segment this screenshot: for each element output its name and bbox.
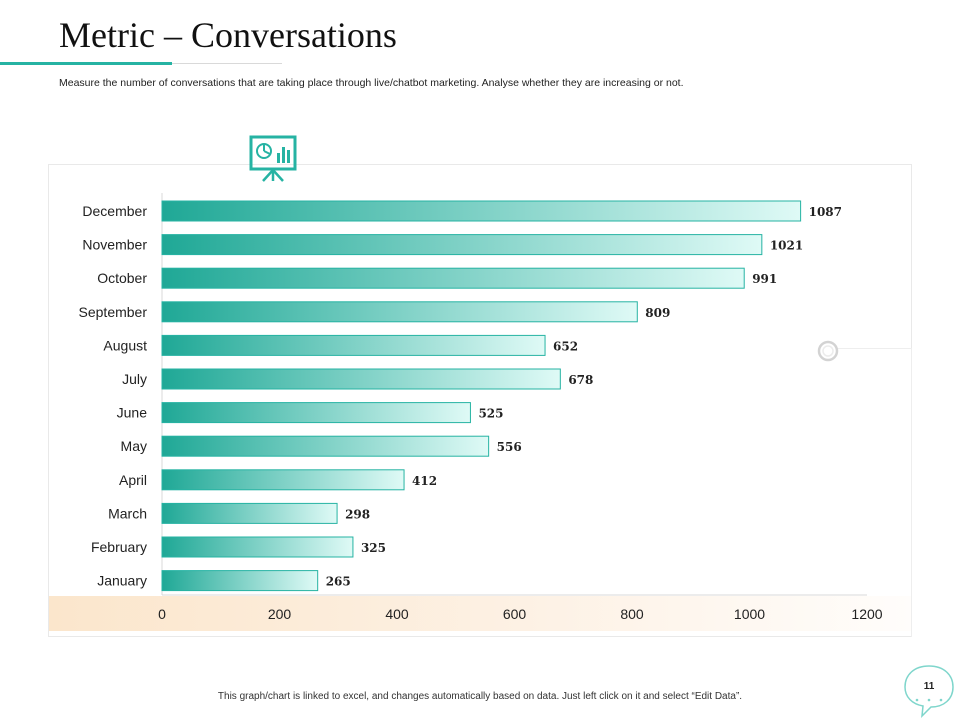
x-tick-label: 200: [268, 606, 292, 622]
category-label: June: [117, 405, 148, 421]
category-label: December: [82, 203, 147, 219]
chart-panel-accent-frame: [830, 348, 912, 637]
speech-bubble-icon: [904, 665, 954, 718]
bar-february[interactable]: [161, 536, 354, 558]
category-label: November: [82, 237, 147, 253]
x-axis-band: [49, 596, 911, 631]
category-label: September: [79, 304, 148, 320]
title-divider: [172, 63, 282, 64]
data-label: 298: [345, 507, 370, 521]
bar-july[interactable]: [161, 368, 561, 390]
footer-note: This graph/chart is linked to excel, and…: [217, 691, 743, 702]
x-tick-label: 1200: [851, 606, 882, 622]
data-label: 991: [752, 272, 777, 286]
data-label: 1021: [770, 239, 803, 253]
bar-october[interactable]: [161, 267, 745, 289]
x-tick-label: 1000: [734, 606, 765, 622]
bar-june[interactable]: [161, 402, 471, 424]
category-label: January: [97, 573, 147, 589]
category-label: July: [122, 371, 147, 387]
bar-december[interactable]: [161, 200, 802, 222]
bar-january[interactable]: [161, 570, 319, 592]
data-label: 652: [553, 339, 578, 353]
ring-icon: [817, 340, 839, 362]
category-label: February: [91, 539, 147, 555]
bar-may[interactable]: [161, 435, 490, 457]
page-subtitle: Measure the number of conversations that…: [59, 77, 684, 89]
category-label: April: [119, 472, 147, 488]
category-label: August: [103, 337, 147, 353]
data-label: 325: [361, 541, 386, 555]
page-number: 11: [923, 681, 935, 692]
bar-march[interactable]: [161, 502, 338, 524]
data-label: 1087: [809, 205, 842, 219]
page-title: Metric – Conversations: [59, 15, 397, 55]
presentation-board-icon: [249, 135, 297, 182]
bar-november[interactable]: [161, 234, 763, 256]
category-label: May: [121, 438, 147, 454]
data-label: 809: [645, 306, 670, 320]
data-label: 678: [568, 373, 593, 387]
data-label: 556: [497, 440, 522, 454]
x-tick-label: 400: [385, 606, 409, 622]
bar-april[interactable]: [161, 469, 405, 491]
category-label: October: [97, 270, 147, 286]
x-tick-label: 0: [158, 606, 166, 622]
bar-september[interactable]: [161, 301, 638, 323]
data-label: 412: [412, 474, 437, 488]
title-accent-rule: [0, 62, 172, 65]
category-label: March: [108, 505, 147, 521]
bar-august[interactable]: [161, 334, 546, 356]
data-label: 525: [478, 407, 503, 421]
data-label: 265: [326, 575, 351, 589]
x-tick-label: 600: [503, 606, 527, 622]
x-tick-label: 800: [620, 606, 644, 622]
